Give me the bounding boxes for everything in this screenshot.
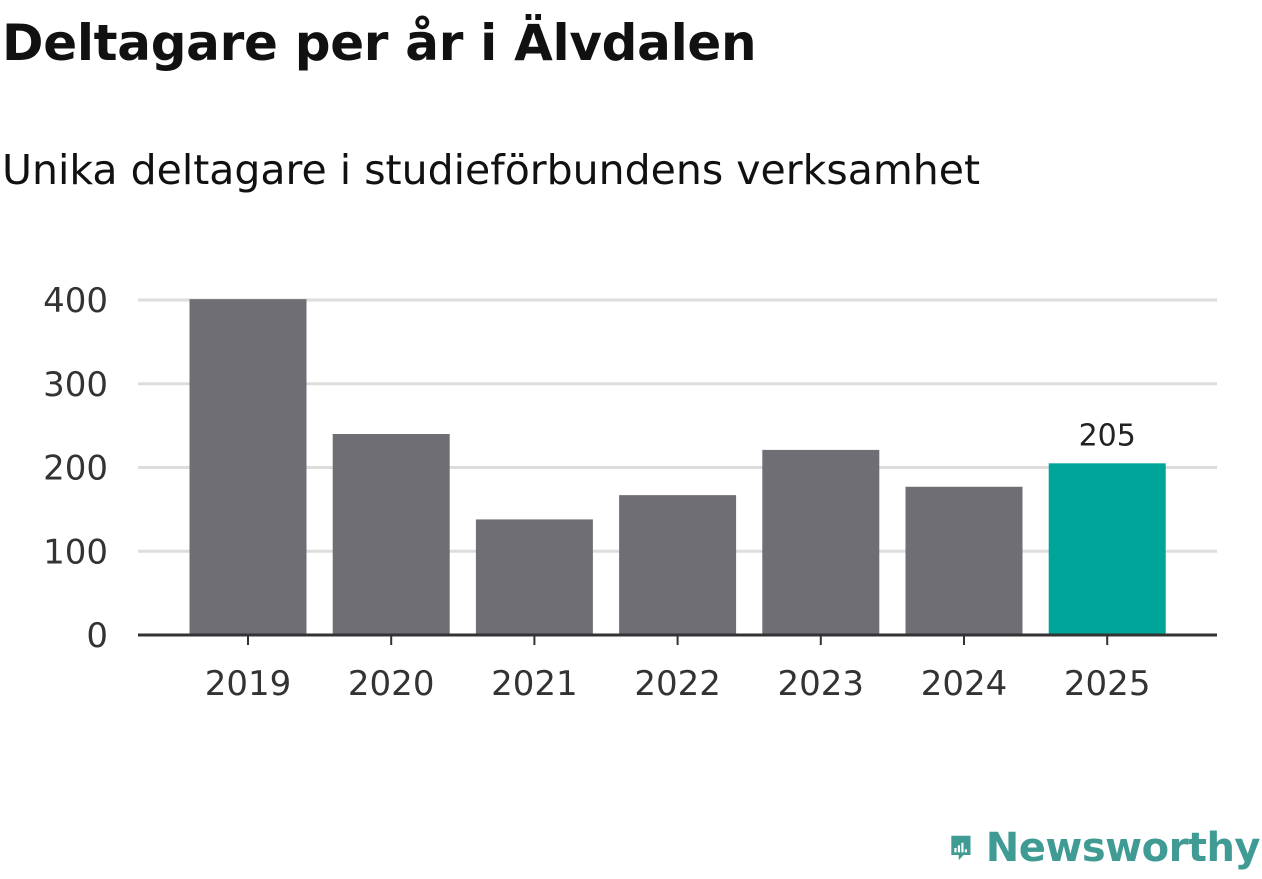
y-tick-label: 300 <box>43 365 108 405</box>
bar-2019 <box>189 299 307 635</box>
data-labels: 205 <box>1079 418 1136 453</box>
bar-2021 <box>475 519 593 635</box>
x-tick-label-2025: 2025 <box>1064 664 1151 704</box>
brand-name: Newsworthy <box>985 825 1261 871</box>
x-tick-label-2023: 2023 <box>778 664 865 704</box>
y-axis-ticks: 0 100 200 300 400 <box>43 281 108 656</box>
y-tick-label: 100 <box>43 532 108 572</box>
y-tick-label: 0 <box>86 616 108 656</box>
bar-2024 <box>905 486 1023 635</box>
bar-2025 <box>1048 463 1166 635</box>
x-axis: 2019 2020 2021 2022 2023 2024 2025 <box>138 633 1217 704</box>
x-tick-label-2024: 2024 <box>921 664 1008 704</box>
x-tick-label-2019: 2019 <box>205 664 292 704</box>
bar-2022 <box>619 495 737 635</box>
newsworthy-brand: Newsworthy <box>950 818 1261 878</box>
chart-subtitle: Unika deltagare i studieförbundens verks… <box>2 146 981 194</box>
x-tick-label-2020: 2020 <box>348 664 435 704</box>
data-label-2025: 205 <box>1079 418 1136 453</box>
x-tick-label-2021: 2021 <box>491 664 578 704</box>
bar-2020 <box>332 434 450 635</box>
bar-2023 <box>762 449 880 635</box>
newsworthy-logo-icon <box>951 835 971 861</box>
x-tick-label-2022: 2022 <box>634 664 721 704</box>
chart-title: Deltagare per år i Älvdalen <box>2 14 757 72</box>
y-tick-label: 200 <box>43 449 108 489</box>
bars <box>189 299 1166 635</box>
y-tick-label: 400 <box>43 281 108 321</box>
